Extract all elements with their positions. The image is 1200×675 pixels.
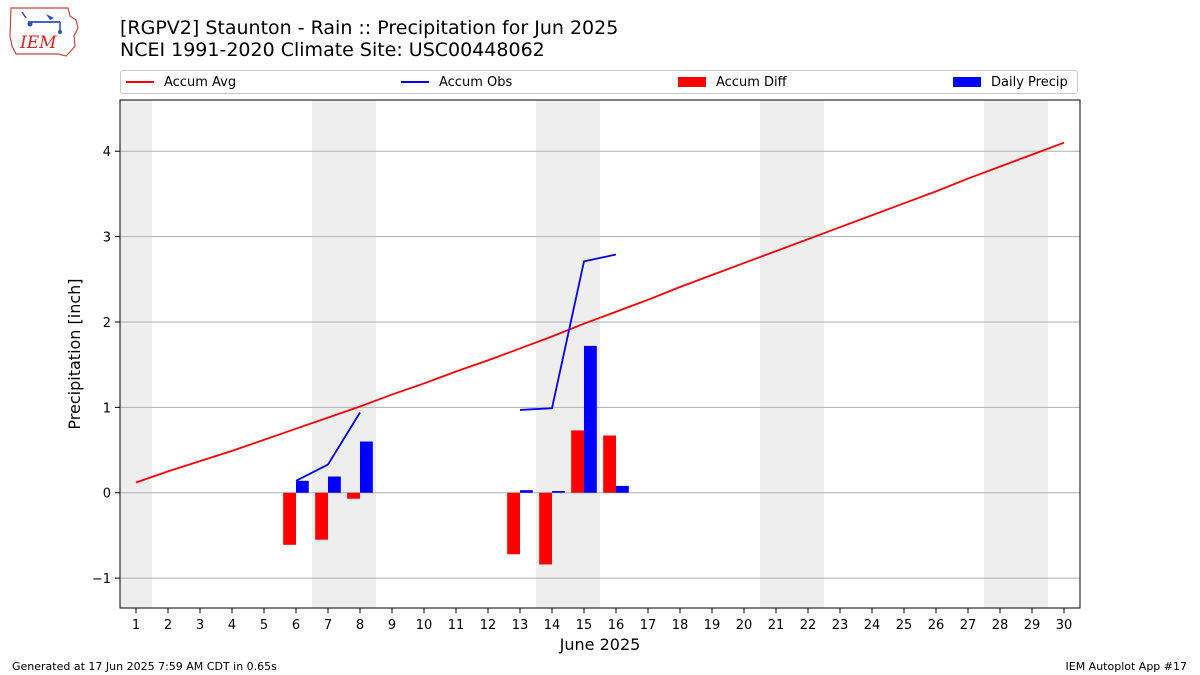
x-tick-label: 27: [960, 618, 977, 633]
x-tick-label: 26: [928, 618, 945, 633]
legend: Accum Avg Accum Obs Accum Diff Daily Pre…: [120, 70, 1078, 94]
bar-daily-precip: [360, 441, 373, 493]
x-tick-label: 8: [356, 618, 364, 633]
footer-generated-text: Generated at 17 Jun 2025 7:59 AM CDT in …: [12, 660, 277, 673]
x-tick-label: 19: [704, 618, 721, 633]
line-accum-obs: [295, 412, 361, 482]
y-tick-label: 4: [103, 145, 111, 160]
x-tick-label: 14: [544, 618, 561, 633]
logo-text: IEM: [19, 33, 57, 53]
y-tick-label: −1: [92, 572, 111, 587]
x-tick-label: 16: [608, 618, 625, 633]
x-tick-label: 24: [864, 618, 881, 633]
line-accum-obs: [519, 253, 617, 411]
legend-item-accum-obs: Accum Obs: [401, 74, 512, 90]
line-accum-avg: [135, 141, 1065, 484]
x-tick-label: 25: [896, 618, 913, 633]
bar-accum-diff: [283, 492, 296, 545]
x-tick-label: 13: [512, 618, 529, 633]
bar-daily-precip: [296, 480, 309, 493]
legend-label-accum-diff: Accum Diff: [716, 74, 787, 90]
chart-subtitle: NCEI 1991-2020 Climate Site: USC00448062: [120, 39, 545, 61]
y-axis-label: Precipitation [inch]: [65, 278, 84, 429]
x-tick-label: 30: [1056, 618, 1073, 633]
plot-frame: [119, 99, 1081, 609]
x-tick-label: 28: [992, 618, 1009, 633]
bar-daily-precip: [520, 490, 533, 493]
bar-daily-precip: [328, 476, 341, 493]
y-tick-label: 0: [103, 487, 111, 502]
legend-item-accum-diff: Accum Diff: [678, 74, 787, 90]
bar-accum-diff: [315, 492, 328, 540]
x-tick-label: 18: [672, 618, 689, 633]
weekend-band: [984, 100, 1048, 608]
legend-swatch-accum-diff: [678, 77, 706, 87]
x-tick-label: 5: [260, 618, 268, 633]
y-tick-label: 1: [103, 401, 111, 416]
legend-label-accum-obs: Accum Obs: [439, 74, 513, 90]
footer-app-text: IEM Autoplot App #17: [1065, 660, 1188, 673]
iem-logo: IEM: [8, 6, 80, 58]
x-tick-label: 2: [164, 618, 172, 633]
x-tick-label: 21: [768, 618, 785, 633]
x-axis-label: June 2025: [559, 635, 641, 654]
x-tick-label: 7: [324, 618, 332, 633]
bar-daily-precip: [584, 345, 597, 493]
legend-label-accum-avg: Accum Avg: [164, 74, 237, 90]
y-tick-label: 2: [103, 316, 111, 331]
x-tick-label: 3: [196, 618, 204, 633]
x-tick-label: 9: [388, 618, 396, 633]
legend-swatch-accum-obs: [401, 81, 429, 83]
weekend-band: [760, 100, 824, 608]
x-tick-label: 1: [132, 618, 140, 633]
legend-label-daily-precip: Daily Precip: [991, 74, 1068, 90]
x-tick-label: 29: [1024, 618, 1041, 633]
x-tick-label: 6: [292, 618, 300, 633]
x-tick-label: 23: [832, 618, 849, 633]
legend-swatch-accum-avg: [126, 81, 154, 83]
x-tick-label: 15: [576, 618, 593, 633]
x-tick-label: 12: [480, 618, 497, 633]
chart-title: [RGPV2] Staunton - Rain :: Precipitation…: [120, 17, 619, 39]
x-tick-label: 17: [640, 618, 657, 633]
legend-swatch-daily-precip: [953, 77, 981, 87]
bar-daily-precip: [552, 491, 565, 493]
x-tick-label: 20: [736, 618, 753, 633]
x-tick-label: 10: [416, 618, 433, 633]
x-tick-label: 11: [448, 618, 465, 633]
bar-accum-diff: [507, 492, 520, 555]
legend-item-daily-precip: Daily Precip: [953, 74, 1068, 90]
y-tick-label: 3: [103, 231, 111, 246]
bar-accum-diff: [347, 492, 360, 499]
weekend-band: [120, 100, 152, 608]
bar-accum-diff: [539, 492, 552, 565]
x-tick-label: 22: [800, 618, 817, 633]
x-tick-label: 4: [228, 618, 236, 633]
legend-item-accum-avg: Accum Avg: [126, 74, 236, 90]
bar-accum-diff: [571, 430, 584, 493]
bar-daily-precip: [616, 485, 629, 493]
bar-accum-diff: [603, 435, 616, 493]
